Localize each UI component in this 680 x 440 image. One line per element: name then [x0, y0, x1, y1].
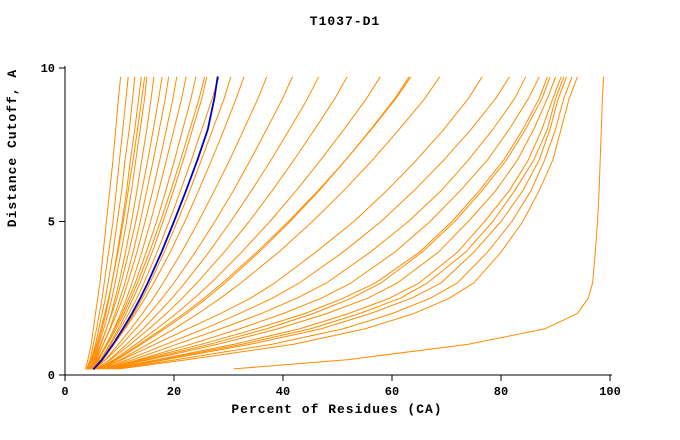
highlighted-model-curve	[93, 76, 219, 370]
model-curve	[102, 76, 526, 370]
model-curve	[91, 76, 245, 370]
model-curve	[119, 76, 578, 370]
x-tick-label: 40	[276, 385, 290, 399]
x-tick-label: 20	[167, 385, 181, 399]
model-curve	[102, 76, 548, 370]
model-curves	[85, 76, 604, 370]
model-curve	[99, 76, 510, 370]
x-tick-label: 60	[385, 385, 399, 399]
model-curve	[108, 76, 556, 370]
model-curve	[112, 76, 565, 370]
model-curve	[97, 76, 483, 370]
model-curve	[92, 76, 208, 370]
model-curve	[99, 76, 440, 370]
model-curve	[87, 76, 136, 370]
x-tick-label: 100	[599, 385, 621, 399]
model-curve	[90, 76, 197, 370]
model-curve	[97, 76, 411, 370]
model-curve	[116, 76, 573, 370]
y-tick-label: 0	[48, 369, 55, 383]
y-tick-label: 5	[48, 216, 55, 230]
model-curve	[113, 76, 567, 370]
model-curve	[97, 76, 381, 370]
x-tick-label: 80	[494, 385, 508, 399]
chart-title: T1037-D1	[310, 14, 380, 29]
model-curve	[233, 76, 604, 370]
model-curve	[91, 76, 220, 370]
model-curve	[89, 76, 178, 370]
model-curve	[96, 76, 319, 370]
model-curve	[91, 76, 205, 370]
model-curve	[98, 76, 410, 370]
y-tick-label: 10	[41, 62, 55, 76]
model-curve	[86, 76, 146, 370]
model-curve	[88, 76, 148, 370]
model-curve	[105, 76, 540, 370]
model-curve	[92, 76, 293, 370]
model-curve	[107, 76, 551, 370]
model-curve	[86, 76, 129, 370]
model-curve	[94, 76, 268, 370]
model-curve	[94, 76, 348, 370]
model-curve	[110, 76, 562, 370]
y-axis-label: Distance Cutoff, A	[5, 69, 20, 227]
model-curve	[87, 76, 163, 370]
x-tick-label: 0	[61, 385, 68, 399]
axes: 0 20 40 60 80 100 0 5 10	[41, 62, 621, 399]
model-curve	[85, 76, 122, 370]
x-axis-label: Percent of Residues (CA)	[231, 402, 442, 417]
